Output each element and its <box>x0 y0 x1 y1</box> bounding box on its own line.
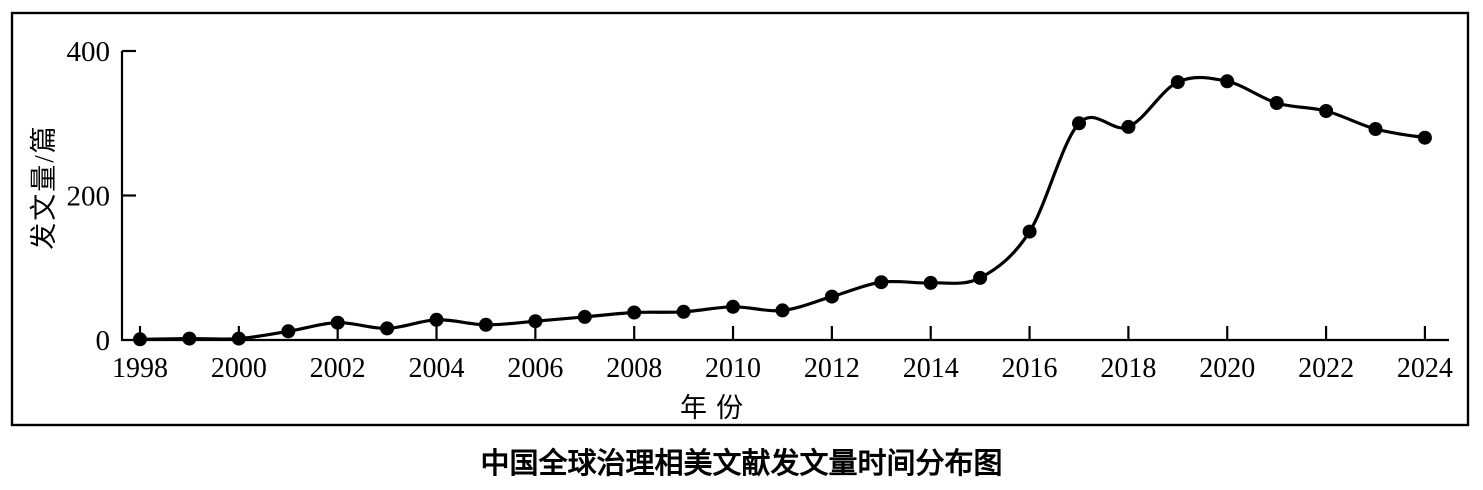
x-tick-label: 2010 <box>705 353 761 384</box>
data-point <box>1170 75 1185 90</box>
x-axis-label: 年份 <box>680 393 752 423</box>
x-tick-label: 2000 <box>211 353 267 384</box>
x-tick-label: 2004 <box>409 353 465 384</box>
x-tick-label: 2014 <box>903 353 959 384</box>
data-point <box>1319 104 1334 118</box>
data-point <box>429 312 444 327</box>
x-tick-label: 2008 <box>606 353 662 384</box>
data-point <box>1368 122 1383 136</box>
x-tick-label: 2016 <box>1002 353 1058 384</box>
data-point <box>380 321 395 336</box>
data-point <box>577 309 592 324</box>
data-point <box>133 332 147 347</box>
data-point <box>330 315 345 330</box>
data-line <box>138 75 1427 341</box>
y-tick-label: 0 <box>96 325 111 357</box>
y-tick-label: 200 <box>67 181 111 213</box>
data-point <box>231 331 246 346</box>
data-point <box>973 270 988 285</box>
y-axis-label: 发文量/篇 <box>29 124 59 250</box>
x-tick-label: 2006 <box>507 353 563 384</box>
x-tick-label: 2024 <box>1397 353 1453 384</box>
data-point <box>824 289 839 304</box>
data-point <box>775 303 790 318</box>
data-point <box>1072 116 1086 131</box>
x-tick-label: 2022 <box>1298 353 1354 384</box>
x-tick-label: 2018 <box>1100 353 1156 384</box>
x-tick-label: 2012 <box>804 353 860 384</box>
data-point <box>874 275 889 290</box>
data-point <box>1022 224 1037 239</box>
y-tick-label: 400 <box>67 36 111 68</box>
x-tick-label: 2020 <box>1199 353 1255 384</box>
data-point <box>281 324 296 339</box>
data-point <box>478 317 493 332</box>
data-point <box>1269 96 1284 110</box>
x-tick-label: 2002 <box>310 353 366 384</box>
data-point <box>1220 74 1235 89</box>
data-point <box>1417 130 1432 145</box>
x-tick-label: 1998 <box>112 353 168 384</box>
data-point <box>627 305 642 320</box>
plot-frame <box>10 11 1470 427</box>
data-point <box>676 304 691 319</box>
chart-caption: 中国全球治理相美文献发文量时间分布图 <box>480 448 1003 480</box>
data-point <box>726 299 740 314</box>
data-point <box>528 314 543 329</box>
data-point <box>923 275 938 290</box>
data-point <box>182 331 197 346</box>
data-point <box>1121 119 1136 134</box>
